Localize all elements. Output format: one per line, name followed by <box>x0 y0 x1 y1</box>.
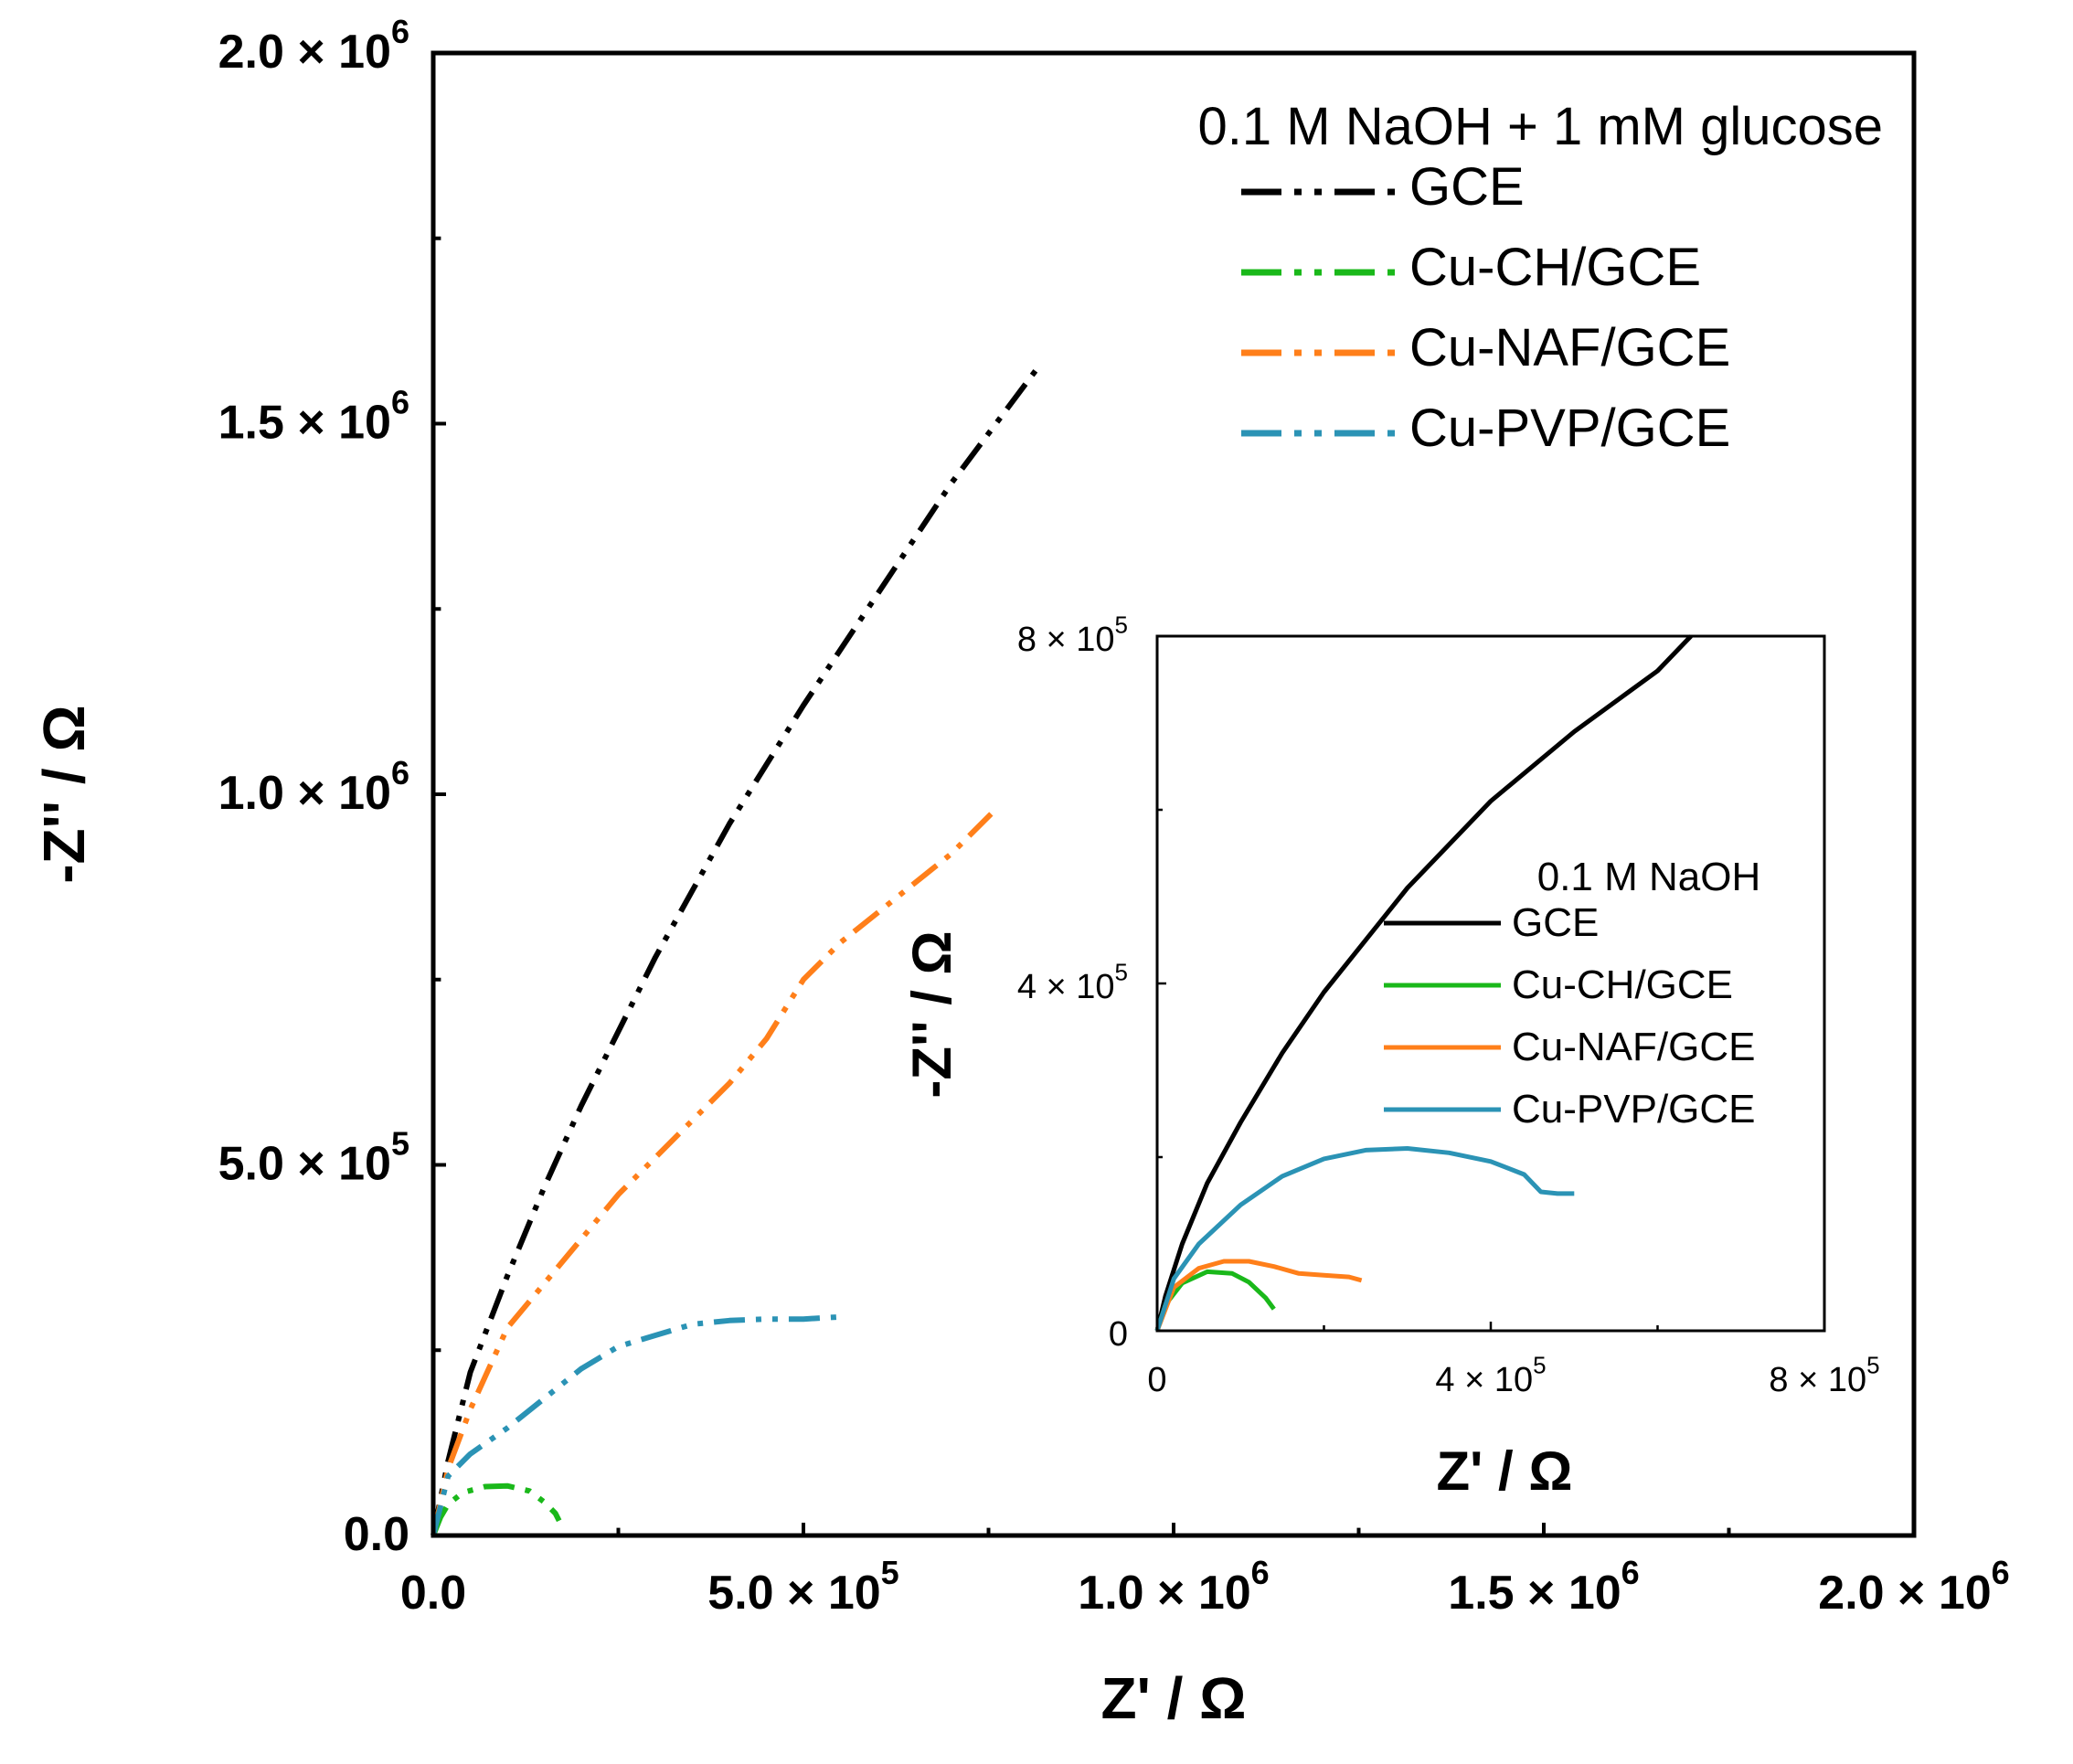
inset-y-tick-exponent: 5 <box>1115 959 1128 986</box>
main-legend-title: 0.1 M NaOH + 1 mM glucose <box>1198 97 1883 156</box>
main-series-cu-naf-gce <box>431 807 998 1536</box>
main-x-tick-label: 0.0 <box>400 1567 466 1620</box>
inset-legend: 0.1 M NaOH GCE Cu-CH/GCE Cu-NAF/GCE Cu-PVP/… <box>1384 855 1760 1132</box>
inset-legend-title: 0.1 M NaOH <box>1537 855 1761 899</box>
inset-legend-label: Cu-PVP/GCE <box>1512 1087 1756 1132</box>
main-legend-label: Cu-CH/GCE <box>1409 238 1701 297</box>
main-y-axis-label: -Z'' / Ω <box>31 705 97 884</box>
main-x-tick-exponent: 5 <box>881 1554 899 1591</box>
inset-y-axis-label: -Z'' / Ω <box>901 930 962 1098</box>
main-y-tick-exponent: 6 <box>391 754 409 792</box>
main-y-tick-exponent: 5 <box>391 1125 409 1163</box>
inset-y-tick-exponent: 5 <box>1115 611 1128 639</box>
main-y-tick-labels: 0.0 5.0 × 105 1.0 × 106 1.5 × 106 2.0 × 106 <box>218 13 409 1561</box>
main-legend: 0.1 M NaOH + 1 mM glucose GCE Cu-CH/GCE Cu… <box>1198 97 1883 458</box>
inset-x-tick-label: 0 <box>1147 1361 1166 1399</box>
inset-x-axis-label: Z' / Ω <box>1436 1440 1572 1502</box>
main-series-layer <box>431 362 1043 1537</box>
main-y-tick-label: 2.0 × 106 <box>218 13 409 79</box>
inset-x-tick-label: 8 × 105 <box>1769 1352 1879 1400</box>
main-x-tick-label: 1.0 × 106 <box>1078 1554 1269 1620</box>
main-legend-label: GCE <box>1409 157 1525 217</box>
main-x-tick-labels: 0.0 5.0 × 105 1.0 × 106 1.5 × 106 2.0 × 106 <box>400 1554 2010 1620</box>
main-y-tick-label: 1.5 × 106 <box>218 384 409 450</box>
inset-legend-label: GCE <box>1512 900 1599 945</box>
main-y-tick-exponent: 6 <box>391 384 409 421</box>
main-x-tick-label: 5.0 × 105 <box>707 1554 898 1620</box>
main-x-tick-exponent: 6 <box>1621 1554 1640 1591</box>
inset-series-cu-naf-gce <box>1154 1259 1363 1332</box>
inset-x-tick-exponent: 5 <box>1866 1352 1879 1379</box>
inset-tick-marks <box>1157 808 1659 1331</box>
main-x-tick-exponent: 6 <box>1251 1554 1270 1591</box>
inset-legend-label: Cu-NAF/GCE <box>1512 1025 1755 1069</box>
main-tick-marks <box>433 236 1731 1536</box>
main-plot: 0.0 5.0 × 105 1.0 × 106 1.5 × 106 2.0 × 106 … <box>31 13 2010 1731</box>
main-series-cu-ch-gce <box>431 1482 562 1537</box>
main-legend-label: Cu-PVP/GCE <box>1409 398 1730 458</box>
inset-plot: 0 4 × 105 8 × 105 0 4 × 105 8 × 105 Z' / Ω -… <box>901 611 1880 1503</box>
main-x-tick-exponent: 6 <box>1992 1554 2010 1591</box>
main-series-cu-pvp-gce <box>431 1313 841 1536</box>
inset-x-tick-label: 4 × 105 <box>1435 1352 1546 1400</box>
main-series-gce <box>431 362 1043 1536</box>
inset-y-tick-labels: 0 4 × 105 8 × 105 <box>1017 611 1128 1355</box>
main-legend-label: Cu-NAF/GCE <box>1409 318 1730 377</box>
inset-legend-label: Cu-CH/GCE <box>1512 962 1733 1007</box>
inset-series-gce <box>1154 634 1693 1332</box>
main-y-tick-exponent: 6 <box>391 13 409 50</box>
inset-y-tick-label: 8 × 105 <box>1017 611 1128 660</box>
inset-x-tick-labels: 0 4 × 105 8 × 105 <box>1147 1352 1879 1400</box>
main-y-tick-label: 1.0 × 106 <box>218 754 409 820</box>
main-x-axis-label: Z' / Ω <box>1101 1665 1247 1731</box>
inset-y-tick-label: 0 <box>1109 1315 1128 1354</box>
main-x-tick-label: 1.5 × 106 <box>1448 1554 1639 1620</box>
inset-series-layer <box>1154 634 1693 1332</box>
inset-x-tick-exponent: 5 <box>1533 1352 1546 1379</box>
inset-series-cu-pvp-gce <box>1154 1146 1575 1332</box>
main-y-tick-label: 5.0 × 105 <box>218 1125 409 1191</box>
inset-y-tick-label: 4 × 105 <box>1017 959 1128 1007</box>
main-y-tick-label: 0.0 <box>344 1508 409 1561</box>
main-x-tick-label: 2.0 × 106 <box>1818 1554 2009 1620</box>
